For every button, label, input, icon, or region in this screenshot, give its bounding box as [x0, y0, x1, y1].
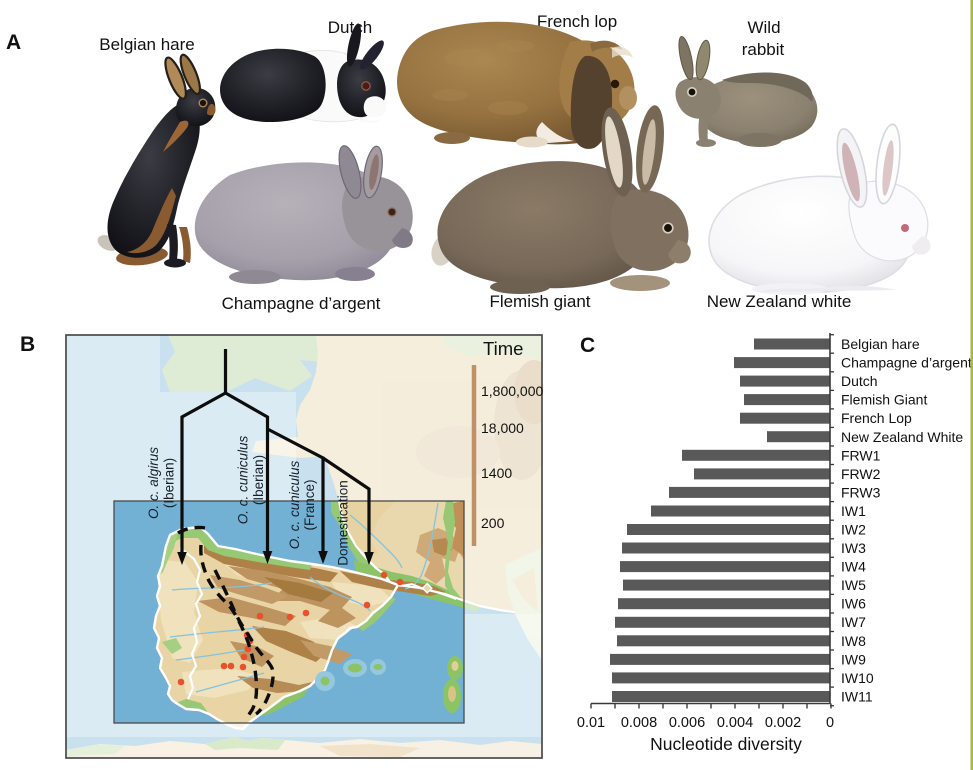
svg-text:200: 200: [481, 515, 505, 531]
svg-text:Dutch: Dutch: [841, 373, 878, 389]
svg-text:C: C: [580, 334, 595, 357]
svg-text:IW6: IW6: [841, 596, 866, 612]
svg-text:IW1: IW1: [841, 503, 866, 519]
svg-text:IW3: IW3: [841, 540, 866, 556]
svg-text:Flemish Giant: Flemish Giant: [841, 392, 927, 408]
svg-text:IW4: IW4: [841, 559, 866, 575]
svg-text:0: 0: [826, 715, 834, 731]
svg-text:Champagne d’argent: Champagne d’argent: [222, 294, 381, 313]
svg-text:18,000: 18,000: [481, 420, 524, 436]
svg-text:FRW1: FRW1: [841, 447, 881, 463]
svg-text:0.008: 0.008: [621, 715, 657, 731]
svg-text:B: B: [20, 333, 35, 356]
svg-text:O. c. cuniculus: O. c. cuniculus: [287, 460, 302, 549]
svg-text:Flemish giant: Flemish giant: [489, 292, 590, 311]
svg-text:FRW2: FRW2: [841, 466, 881, 482]
svg-text:IW2: IW2: [841, 522, 866, 538]
svg-text:Domestication: Domestication: [336, 480, 351, 566]
svg-text:Champagne d’argent: Champagne d’argent: [841, 355, 972, 371]
svg-text:Wild: Wild: [747, 18, 780, 37]
svg-text:IW11: IW11: [841, 689, 873, 705]
svg-text:Dutch: Dutch: [328, 18, 372, 37]
svg-text:Belgian hare: Belgian hare: [99, 35, 194, 54]
svg-text:0.006: 0.006: [669, 715, 705, 731]
svg-text:(Iberian): (Iberian): [162, 458, 177, 508]
svg-text:FRW3: FRW3: [841, 484, 881, 500]
svg-text:1,800,000: 1,800,000: [481, 383, 543, 399]
svg-text:French Lop: French Lop: [841, 410, 912, 426]
svg-text:IW5: IW5: [841, 577, 866, 593]
svg-text:IW8: IW8: [841, 633, 866, 649]
svg-text:(France): (France): [302, 479, 317, 530]
svg-text:New Zealand white: New Zealand white: [707, 292, 852, 311]
svg-text:1400: 1400: [481, 465, 512, 481]
svg-text:IW9: IW9: [841, 651, 866, 667]
svg-text:New Zealand White: New Zealand White: [841, 429, 963, 445]
svg-text:A: A: [6, 31, 21, 54]
svg-text:French lop: French lop: [537, 12, 617, 31]
svg-text:Belgian hare: Belgian hare: [841, 336, 920, 352]
svg-text:(Iberian): (Iberian): [251, 455, 266, 505]
svg-text:IW10: IW10: [841, 670, 874, 686]
svg-text:0.01: 0.01: [577, 715, 605, 731]
svg-text:O. c. cuniculus: O. c. cuniculus: [236, 435, 251, 524]
svg-text:O. c. algirus: O. c. algirus: [146, 447, 161, 519]
svg-text:Nucleotide diversity: Nucleotide diversity: [650, 734, 802, 754]
svg-text:0.002: 0.002: [765, 715, 801, 731]
svg-text:0.004: 0.004: [717, 715, 753, 731]
svg-text:rabbit: rabbit: [742, 40, 785, 59]
svg-text:Time: Time: [483, 338, 523, 359]
svg-text:IW7: IW7: [841, 614, 866, 630]
